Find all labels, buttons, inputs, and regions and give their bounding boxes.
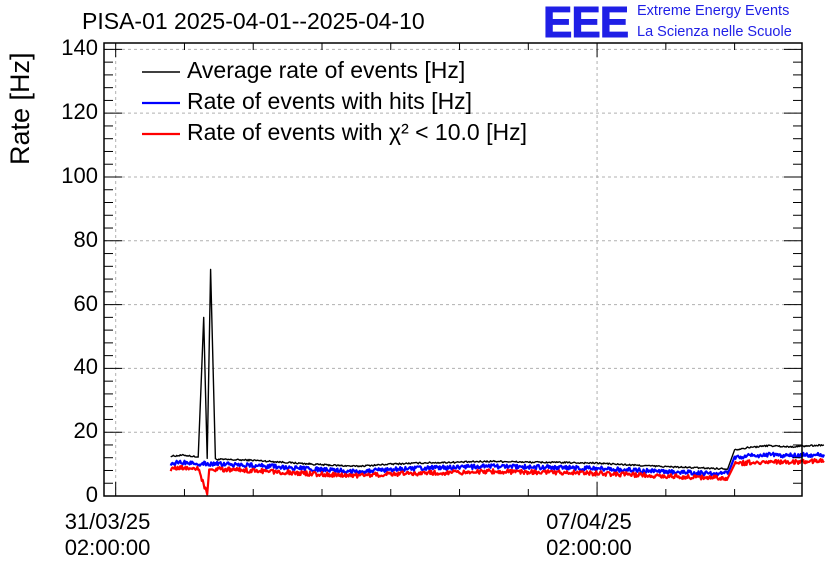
y-tick-label: 80 <box>73 226 98 252</box>
y-tick-label: 40 <box>73 354 98 380</box>
plot-frame <box>103 42 803 497</box>
axes-frame <box>103 42 803 497</box>
x-tick-time: 02:00:00 <box>64 535 151 560</box>
x-tick-date: 31/03/25 <box>64 509 151 534</box>
logo-subtitle-1: Extreme Energy Events <box>637 3 790 19</box>
y-tick-label: 20 <box>73 418 98 444</box>
series-line-2 <box>169 451 826 477</box>
eee-logo: EEE <box>542 0 629 47</box>
x-tick-time: 02:00:00 <box>546 535 632 560</box>
chart-title: PISA-01 2025-04-01--2025-04-10 <box>82 8 425 34</box>
series-line-3 <box>169 458 825 496</box>
series-line-1 <box>170 268 825 471</box>
legend-swatches <box>142 71 180 136</box>
legend-entry-1: Average rate of events [Hz] <box>187 57 466 83</box>
data-series <box>169 268 826 496</box>
y-axis-label: Rate [Hz] <box>5 52 35 165</box>
x-tick-label: 07/04/25 02:00:00 <box>546 509 632 561</box>
y-tick-label: 120 <box>61 99 98 125</box>
x-tick-date: 07/04/25 <box>546 509 632 534</box>
legend-entry-2: Rate of events with hits [Hz] <box>187 88 473 114</box>
grid-lines <box>104 43 802 496</box>
legend-entry-3: Rate of events with χ² < 10.0 [Hz] <box>187 119 527 145</box>
x-tick-label: 31/03/25 02:00:00 <box>65 509 151 561</box>
y-tick-label: 60 <box>73 290 98 316</box>
logo-subtitle-2: La Scienza nelle Scuole <box>637 24 792 40</box>
y-tick-label: 140 <box>61 35 98 61</box>
y-tick-label: 100 <box>61 162 98 188</box>
y-tick-label: 0 <box>85 482 98 507</box>
